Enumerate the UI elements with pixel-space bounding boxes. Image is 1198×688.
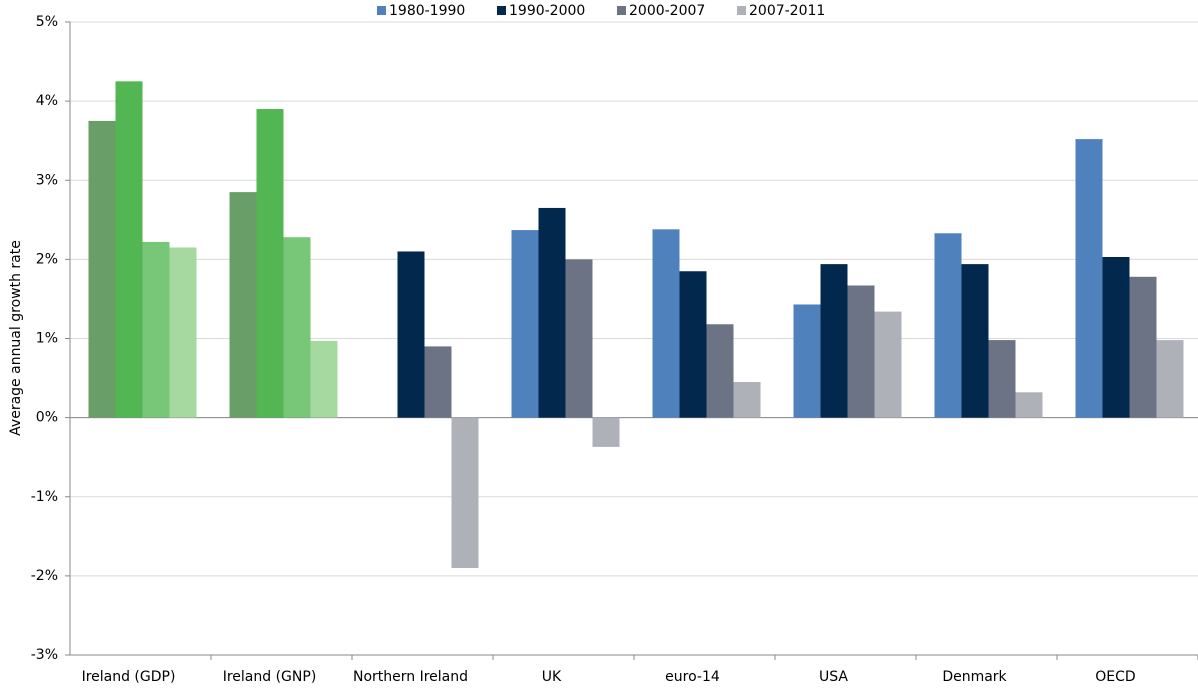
bar [256, 109, 284, 418]
bar [592, 417, 620, 447]
legend-swatch [617, 6, 626, 15]
bar [874, 311, 902, 418]
x-tick-label: Ireland (GNP) [223, 669, 317, 685]
bar [820, 264, 848, 418]
bar [511, 230, 539, 418]
bar [1129, 276, 1157, 418]
y-axis-label: Average annual growth rate [8, 240, 24, 436]
bar [793, 304, 821, 418]
x-tick-label: euro-14 [665, 669, 720, 685]
bar [169, 247, 197, 418]
y-tick-label: 4% [36, 93, 58, 109]
bar [988, 340, 1016, 418]
bar [679, 271, 707, 418]
bar [1015, 392, 1043, 418]
legend-label: 2000-2007 [629, 3, 705, 19]
y-tick-label: 0% [36, 410, 58, 426]
bar [115, 81, 143, 418]
bar [1156, 340, 1184, 418]
bar [424, 346, 452, 418]
bar [565, 259, 593, 418]
bar [283, 237, 311, 418]
bar [538, 207, 566, 418]
bar [88, 120, 116, 418]
legend-swatch [737, 6, 746, 15]
x-tick-label: Northern Ireland [353, 669, 468, 685]
bar [142, 241, 170, 418]
y-tick-label: 5% [36, 14, 58, 30]
bar [652, 229, 680, 418]
legend-label: 1990-2000 [509, 3, 585, 19]
bar [451, 417, 479, 568]
bar [733, 382, 761, 418]
x-tick-label: USA [819, 669, 848, 685]
bar [934, 233, 962, 418]
bar [706, 324, 734, 418]
bar [397, 251, 425, 418]
bar [961, 264, 989, 418]
bar [310, 340, 338, 418]
y-tick-label: 1% [36, 331, 58, 347]
bar [1102, 257, 1130, 418]
y-tick-label: 3% [36, 172, 58, 188]
x-tick-label: Ireland (GDP) [82, 669, 176, 685]
bar [1075, 139, 1103, 418]
x-tick-label: UK [542, 669, 562, 685]
y-tick-label: -2% [31, 568, 58, 584]
legend-label: 2007-2011 [749, 3, 825, 19]
y-tick-label: -3% [31, 647, 58, 663]
x-tick-label: OECD [1095, 669, 1135, 685]
bar [847, 285, 875, 418]
legend-label: 1980-1990 [389, 3, 465, 19]
bar [229, 192, 257, 418]
y-tick-label: 2% [36, 251, 58, 267]
x-tick-label: Denmark [942, 669, 1007, 685]
legend-swatch [497, 6, 506, 15]
y-tick-label: -1% [31, 489, 58, 505]
legend-swatch [377, 6, 386, 15]
